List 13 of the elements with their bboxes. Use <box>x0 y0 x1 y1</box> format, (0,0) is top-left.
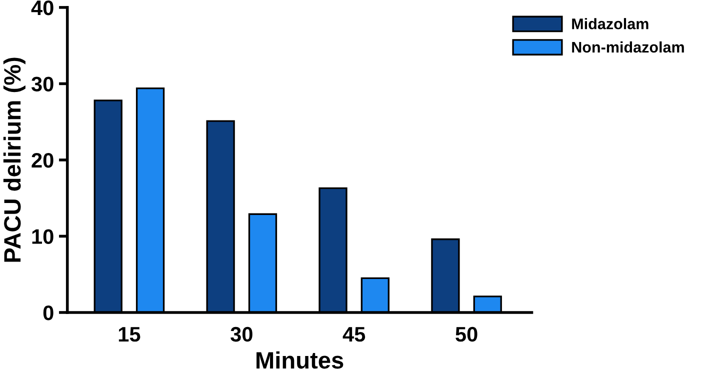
legend-label: Midazolam <box>572 18 648 30</box>
x-tick-label: 45 <box>342 327 366 342</box>
x-tick-label: 30 <box>230 326 252 342</box>
x-tick-label: 50 <box>456 326 478 342</box>
y-axis-title: PACU delirium (%) <box>3 58 26 262</box>
y-tick-label: 0 <box>43 305 54 320</box>
legend-label: Non-midazolam <box>572 41 684 53</box>
y-tick-label: 40 <box>31 0 54 16</box>
y-tick-label: 20 <box>32 152 54 168</box>
x-axis-title: Minutes <box>256 351 344 369</box>
x-tick-label: 15 <box>118 327 140 342</box>
y-tick-label: 30 <box>31 76 54 92</box>
y-tick-label: 10 <box>32 229 54 244</box>
